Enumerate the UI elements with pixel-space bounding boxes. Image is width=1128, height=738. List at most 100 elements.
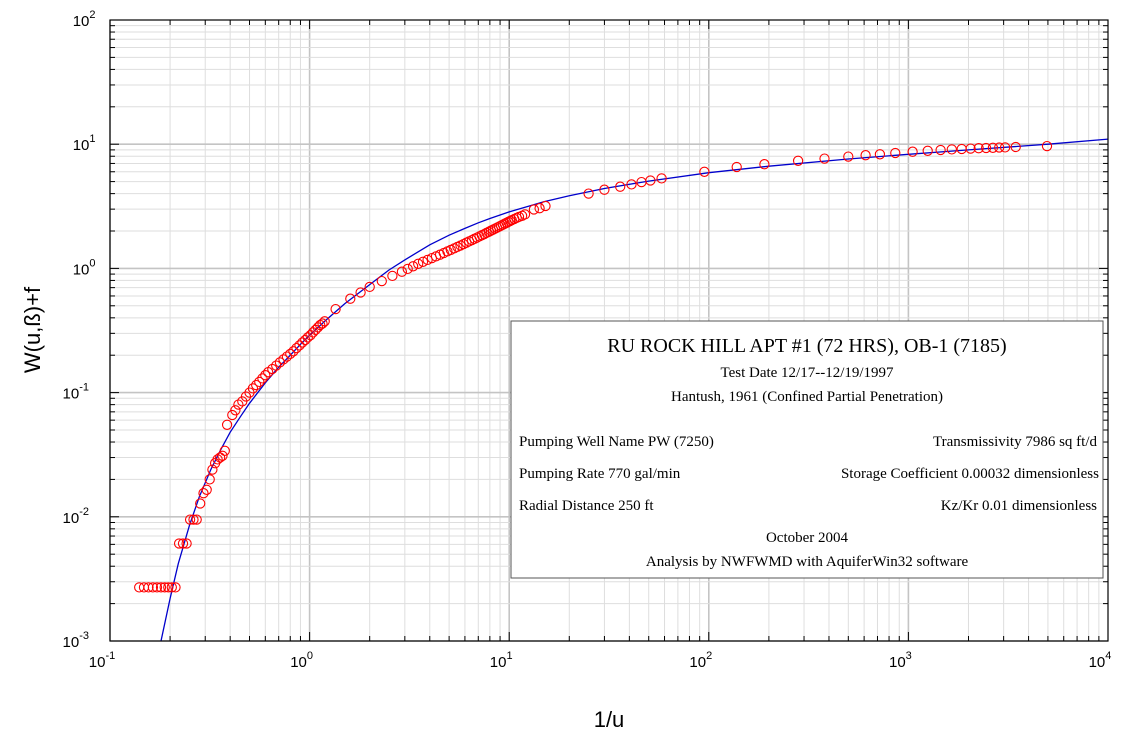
y-axis-title: W(u,ß)+f	[20, 286, 45, 373]
tick-label-exponent: 2	[89, 9, 95, 21]
data-point	[260, 370, 271, 381]
info-box-well-name: Pumping Well Name PW (7250)	[519, 434, 714, 450]
data-point	[281, 351, 293, 362]
x-tick-label: 100	[290, 650, 313, 671]
y-tick-label: 100	[73, 257, 96, 278]
y-tick-label: 10-2	[63, 506, 89, 527]
tick-label-base: 10	[889, 654, 906, 671]
tick-label-base: 10	[73, 261, 90, 278]
data-point	[257, 373, 268, 384]
data-point	[184, 514, 196, 525]
data-point	[965, 143, 976, 154]
data-point	[319, 316, 330, 327]
data-point	[860, 150, 871, 161]
data-point	[219, 445, 230, 456]
data-point	[461, 237, 472, 248]
data-point	[376, 275, 387, 287]
data-point	[297, 337, 308, 348]
data-point	[294, 340, 305, 351]
data-point	[345, 293, 356, 304]
data-point	[956, 143, 967, 155]
data-point	[285, 348, 296, 360]
info-box-date: October 2004	[766, 530, 849, 546]
data-point	[599, 184, 610, 195]
x-tick-label: 102	[689, 650, 712, 671]
data-point	[143, 582, 154, 593]
info-box-frame	[510, 320, 1104, 579]
data-point	[534, 203, 545, 214]
x-tick-label: 101	[490, 650, 513, 671]
data-point	[177, 538, 189, 549]
tick-label-exponent: 1	[506, 650, 512, 662]
x-tick-labels: 10-1 100 101 102 103 104	[89, 650, 1112, 671]
data-point	[267, 363, 278, 375]
data-point	[645, 175, 656, 186]
data-point	[907, 146, 918, 157]
data-point	[147, 582, 159, 593]
tick-label-exponent: 1	[89, 133, 95, 145]
tick-label-base: 10	[490, 654, 507, 671]
tick-label-base: 10	[689, 654, 706, 671]
data-point	[207, 464, 218, 475]
tick-label-exponent: -3	[79, 630, 89, 642]
info-box-radial-distance: Radial Distance 250 ft	[519, 498, 654, 514]
x-tick-label: 104	[1089, 650, 1112, 671]
tick-label-base: 10	[1089, 654, 1106, 671]
tick-label-exponent: 4	[1105, 650, 1111, 662]
info-box-storage-coefficient: Storage Coefficient 0.00032 dimensionles…	[841, 466, 1099, 482]
y-tick-label: 101	[73, 133, 96, 154]
info-box-credit: Analysis by NWFWMD with AquiferWin32 sof…	[646, 554, 969, 570]
data-point	[843, 151, 854, 162]
data-point	[355, 287, 366, 298]
tick-label-base: 10	[63, 634, 80, 651]
data-point	[656, 173, 667, 184]
data-point	[254, 376, 265, 388]
data-point	[291, 342, 302, 354]
tick-label-exponent: -1	[79, 382, 89, 394]
data-point	[731, 161, 742, 173]
data-point	[626, 179, 637, 190]
data-point	[330, 303, 341, 315]
data-point	[247, 383, 259, 394]
data-point	[980, 142, 992, 154]
data-point	[474, 231, 485, 242]
x-axis-title: 1/u	[594, 707, 625, 732]
data-point	[540, 200, 551, 212]
data-point	[240, 391, 252, 402]
x-tick-label: 103	[889, 650, 912, 671]
y-tick-label: 102	[73, 9, 96, 30]
data-point	[251, 379, 262, 391]
observed-data-points	[134, 140, 1053, 593]
data-point	[188, 514, 199, 525]
data-point	[1010, 141, 1021, 153]
tick-label-exponent: -2	[79, 506, 89, 518]
data-point	[170, 582, 181, 593]
data-point	[874, 149, 886, 160]
data-point	[413, 258, 424, 269]
data-point	[699, 166, 710, 177]
tick-label-exponent: 0	[307, 650, 313, 662]
plot-frame	[109, 19, 1109, 642]
tick-label-base: 10	[89, 654, 106, 671]
tick-label-base: 10	[73, 13, 90, 30]
data-point	[230, 405, 241, 416]
tick-label-exponent: 3	[906, 650, 912, 662]
info-box: RU ROCK HILL APT #1 (72 HRS), OB-1 (7185…	[510, 320, 1104, 579]
tick-label-base: 10	[63, 510, 80, 527]
data-point	[288, 346, 299, 357]
data-point	[191, 514, 202, 525]
data-point	[181, 538, 192, 549]
data-point	[973, 143, 984, 154]
data-point	[159, 582, 170, 593]
data-point	[890, 147, 901, 159]
data-point	[792, 155, 804, 166]
data-point	[417, 256, 429, 267]
info-box-test-date: Test Date 12/17--12/19/1997	[720, 365, 894, 381]
data-point	[922, 145, 933, 156]
axis-ticks	[109, 19, 1109, 642]
data-point	[1041, 140, 1053, 152]
x-tick-label: 10-1	[89, 650, 115, 671]
data-point	[615, 181, 626, 192]
